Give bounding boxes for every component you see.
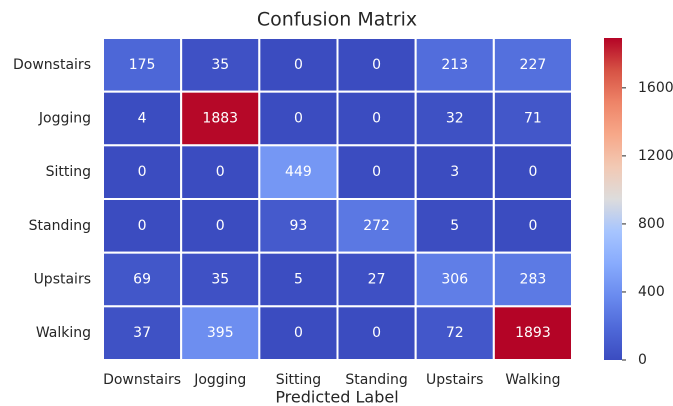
x-tick-label: Sitting: [276, 372, 321, 388]
y-tick-label: Walking: [36, 325, 91, 341]
colorbar-tick-label: 1200: [638, 148, 673, 164]
cell-label: 72: [446, 325, 464, 341]
cell-label: 0: [528, 164, 537, 180]
cell-label: 0: [294, 111, 303, 127]
heatmap-cell: [336, 305, 417, 362]
cell-label: 175: [129, 57, 156, 73]
cell-label: 0: [372, 164, 381, 180]
colorbar-tick-label: 1600: [638, 80, 673, 96]
cell-label: 449: [285, 164, 312, 180]
y-tick-label: Sitting: [46, 164, 91, 180]
heatmap-cell: [492, 144, 574, 200]
cell-label: 213: [441, 57, 468, 73]
y-tick-label: Downstairs: [13, 57, 91, 73]
cell-label: 227: [520, 57, 547, 73]
chart-title: Confusion Matrix: [257, 9, 417, 31]
cell-label: 71: [524, 111, 542, 127]
cell-label: 306: [441, 272, 468, 288]
cell-label: 5: [450, 218, 459, 234]
y-tick-label: Upstairs: [34, 272, 91, 288]
colorbar-tick-label: 400: [638, 284, 665, 300]
colorbar: [604, 38, 622, 360]
x-axis-label: Predicted Label: [275, 388, 398, 406]
cell-label: 0: [216, 218, 225, 234]
cell-label: 0: [372, 57, 381, 73]
colorbar-tick-label: 800: [638, 216, 665, 232]
heatmap-cell: [414, 144, 495, 200]
heatmap-cell: [492, 305, 574, 362]
cell-label: 272: [363, 218, 390, 234]
cell-label: 1883: [202, 111, 238, 127]
heatmap-cell: [336, 90, 417, 147]
cell-label: 0: [294, 325, 303, 341]
heatmap-cell: [102, 198, 183, 254]
heatmap-cell: [180, 144, 261, 200]
cell-label: 3: [450, 164, 459, 180]
x-tick-label: Walking: [505, 372, 560, 388]
heatmap-cell: [258, 198, 339, 254]
cell-label: 35: [211, 57, 229, 73]
heatmap-cell: [492, 198, 574, 254]
cell-label: 69: [133, 272, 151, 288]
cell-label: 283: [520, 272, 547, 288]
cell-label: 35: [211, 272, 229, 288]
cell-label: 0: [372, 111, 381, 127]
heatmap-cell: [492, 90, 574, 147]
heatmap-cell: [414, 305, 495, 362]
x-tick-label: Downstairs: [103, 372, 181, 388]
x-tick-label: Upstairs: [426, 372, 483, 388]
cell-label: 0: [528, 218, 537, 234]
heatmap-cell: [102, 37, 183, 93]
cell-label: 4: [138, 111, 147, 127]
colorbar-tick-label: 0: [638, 352, 647, 368]
cell-label: 0: [138, 164, 147, 180]
heatmap-cell: [258, 251, 339, 308]
x-tick-label: Standing: [345, 372, 407, 388]
y-tick-label: Standing: [29, 218, 91, 234]
cell-label: 32: [446, 111, 464, 127]
heatmap-cell: [180, 90, 261, 147]
cell-label: 1893: [515, 325, 551, 341]
cell-label: 0: [138, 218, 147, 234]
cell-label: 0: [372, 325, 381, 341]
cell-label: 37: [133, 325, 151, 341]
cell-label: 0: [294, 57, 303, 73]
y-tick-label: Jogging: [38, 111, 91, 127]
cell-label: 5: [294, 272, 303, 288]
cell-label: 93: [290, 218, 308, 234]
heatmap-cell: [336, 198, 417, 254]
heatmap-cell: [102, 305, 183, 362]
heatmap-cell: [336, 144, 417, 200]
heatmap-cell: [180, 198, 261, 254]
x-tick-label: Jogging: [193, 372, 246, 388]
heatmap-cell: [492, 37, 574, 93]
cell-label: 27: [368, 272, 386, 288]
heatmap-cell: [180, 37, 261, 93]
cell-label: 395: [207, 325, 234, 341]
heatmap-cell: [414, 198, 495, 254]
heatmap-cell: [492, 251, 574, 308]
heatmap-cell: [414, 251, 495, 308]
cell-label: 0: [216, 164, 225, 180]
